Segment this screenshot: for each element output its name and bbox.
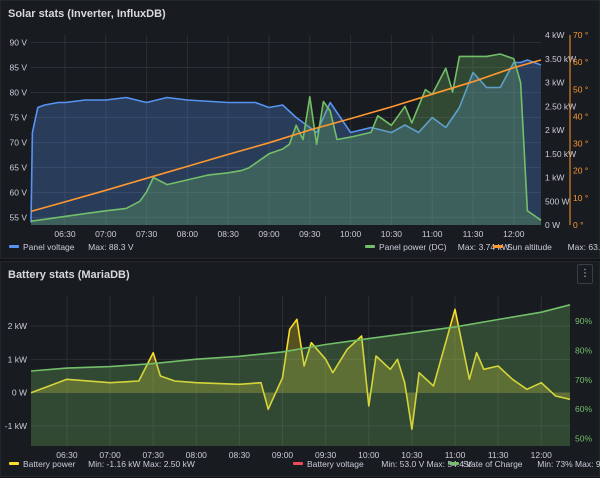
x-tick: 08:30 xyxy=(229,450,251,460)
series-area xyxy=(31,54,541,225)
series-area xyxy=(31,304,570,446)
x-tick: 12:00 xyxy=(503,229,525,239)
series-line xyxy=(30,308,571,431)
legend-label: Battery voltage xyxy=(307,459,364,469)
legend-swatch xyxy=(9,245,19,248)
x-tick: 06:30 xyxy=(54,229,76,239)
x-tick: 09:30 xyxy=(299,229,321,239)
y-tick-left: 75 V xyxy=(10,113,28,123)
y-tick-right: 10 ° xyxy=(573,193,588,203)
x-tick: 08:00 xyxy=(177,229,199,239)
legend-stats: Max: 88.3 V xyxy=(88,242,134,252)
legend-stats: Max: 63.3 ° xyxy=(568,242,600,252)
x-tick: 08:30 xyxy=(218,229,240,239)
x-tick: 10:30 xyxy=(381,229,403,239)
series-line xyxy=(30,304,571,372)
y-tick-left: 60 V xyxy=(10,188,28,198)
y-tick-left: 65 V xyxy=(10,163,28,173)
panel-title-solar: Solar stats (Inverter, InfluxDB) xyxy=(8,8,166,20)
y-tick-mid: 4 kW xyxy=(545,30,564,40)
x-tick: 10:00 xyxy=(358,450,380,460)
y-tick-left: 85 V xyxy=(10,63,28,73)
y-tick-mid: 500 W xyxy=(545,196,570,206)
y-tick-mid: 3 kW xyxy=(545,78,564,88)
series-area xyxy=(31,309,570,430)
legend-swatch xyxy=(493,245,503,248)
y-tick-mid: 1.50 kW xyxy=(545,149,576,159)
y-tick-right: 20 ° xyxy=(573,166,588,176)
y-tick-right: 80% xyxy=(575,345,592,355)
solar-chart[interactable]: 55 V 60 V 65 V 70 V 75 V 80 V 85 V 90 V 06:30 07:… xyxy=(1,1,600,260)
y-tick-left: 70 V xyxy=(10,138,28,148)
y-tick-left: 80 V xyxy=(10,88,28,98)
x-tick: 06:30 xyxy=(56,450,78,460)
legend-label: State of Charge xyxy=(463,459,523,469)
legend-label: Panel voltage xyxy=(23,242,75,252)
y-tick-mid: 0 W xyxy=(545,220,560,230)
x-tick: 07:00 xyxy=(95,229,117,239)
x-tick: 09:30 xyxy=(315,450,337,460)
x-tick: 07:00 xyxy=(99,450,121,460)
battery-chart[interactable]: -1 kW 0 W 1 kW 2 kW 06:30 07:00 07:30 08:00 08:3… xyxy=(1,262,600,478)
x-tick: 12:00 xyxy=(531,450,553,460)
x-tick: 07:30 xyxy=(143,450,165,460)
x-tick: 11:30 xyxy=(488,450,509,460)
series-line xyxy=(30,59,542,213)
series-line xyxy=(30,53,542,222)
y-tick-left: -1 kW xyxy=(5,421,27,431)
x-tick: 08:00 xyxy=(186,450,208,460)
y-tick-left: 2 kW xyxy=(8,321,27,331)
x-tick: 07:30 xyxy=(136,229,158,239)
y-tick-left: 90 V xyxy=(10,38,28,48)
series-area xyxy=(31,60,541,225)
y-tick-mid: 2 kW xyxy=(545,125,564,135)
y-tick-right: 30 ° xyxy=(573,139,588,149)
y-tick-right: 50% xyxy=(575,434,592,444)
battery-stats-panel: Battery stats (MariaDB) ⋮ -1 kW 0 W 1 kW 2 … xyxy=(0,261,600,477)
y-tick-mid: 1 kW xyxy=(545,173,564,183)
series-line xyxy=(30,59,542,223)
legend-label: Sun altitude xyxy=(507,242,552,252)
legend-label: Panel power (DC) xyxy=(379,242,447,252)
solar-stats-panel: Solar stats (Inverter, InfluxDB) 55 V 60 … xyxy=(0,0,600,259)
y-tick-left: 1 kW xyxy=(8,354,27,364)
y-tick-right: 40 ° xyxy=(573,111,588,121)
y-tick-left: 55 V xyxy=(10,213,28,223)
x-tick: 10:30 xyxy=(401,450,423,460)
y-tick-right: 0 ° xyxy=(573,220,584,230)
legend-stats: Max: 3.74 kW xyxy=(458,242,510,252)
x-tick: 09:00 xyxy=(272,450,294,460)
legend-label: Battery power xyxy=(23,459,76,469)
y-tick-right: 90% xyxy=(575,316,592,326)
y-tick-right: 60% xyxy=(575,404,592,414)
x-tick: 09:00 xyxy=(258,229,280,239)
x-tick: 10:00 xyxy=(340,229,362,239)
legend-stats: Min: 53.0 V Max: 54.4 V xyxy=(381,459,472,469)
legend-stats: Min: -1.16 kW Max: 2.50 kW xyxy=(88,459,195,469)
y-tick-right: 60 ° xyxy=(573,57,588,67)
x-tick: 11:30 xyxy=(463,229,484,239)
y-tick-mid: 3.50 kW xyxy=(545,54,576,64)
kebab-menu-icon[interactable]: ⋮ xyxy=(577,264,593,284)
x-tick: 11:00 xyxy=(422,229,443,239)
y-tick-right: 70% xyxy=(575,375,592,385)
legend-swatch xyxy=(449,462,459,465)
y-tick-right: 70 ° xyxy=(573,30,588,40)
legend-swatch xyxy=(9,462,19,465)
y-tick-mid: 2.50 kW xyxy=(545,101,576,111)
legend-swatch xyxy=(365,245,375,248)
x-tick: 11:00 xyxy=(445,450,466,460)
y-tick-left: 0 W xyxy=(12,388,27,398)
y-tick-right: 50 ° xyxy=(573,84,588,94)
legend-stats: Min: 73% Max: 96% xyxy=(537,459,600,469)
legend-swatch xyxy=(293,462,303,465)
panel-title-battery: Battery stats (MariaDB) xyxy=(8,269,130,281)
